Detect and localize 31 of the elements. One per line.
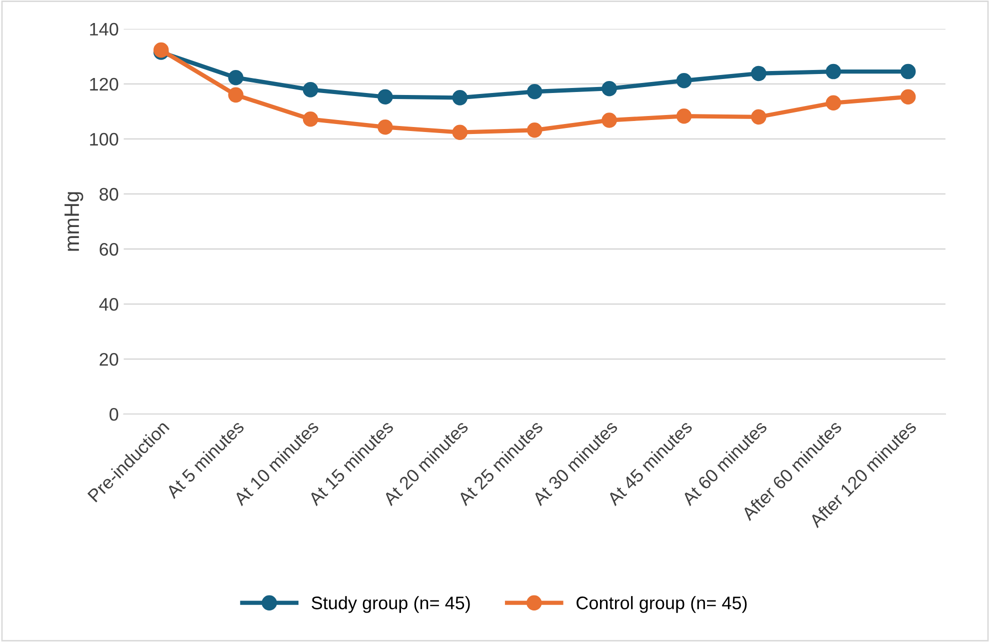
point — [751, 109, 766, 125]
point — [602, 112, 617, 128]
legend-label: Study group (n= 45) — [312, 596, 470, 613]
y-tick-label: 80 — [100, 188, 118, 201]
point — [378, 89, 393, 104]
point — [826, 64, 842, 80]
point — [676, 72, 692, 88]
point — [228, 70, 244, 86]
y-tick-label: 20 — [100, 352, 118, 366]
point — [900, 64, 916, 80]
point — [826, 95, 842, 111]
y-tick-label: 100 — [90, 132, 118, 146]
point — [900, 89, 916, 104]
point — [452, 90, 468, 106]
y-tick-label: 140 — [90, 22, 118, 36]
y-tick-label: 0 — [110, 408, 118, 421]
y-axis-title: mmHg — [64, 192, 84, 251]
point — [751, 66, 766, 82]
point — [676, 108, 692, 124]
point — [228, 87, 244, 103]
legend-label: Control group (n= 45) — [576, 596, 747, 613]
point — [452, 124, 468, 140]
point — [526, 122, 542, 138]
point — [302, 111, 318, 127]
y-tick-label: 40 — [99, 298, 118, 311]
point — [378, 119, 393, 135]
point — [526, 84, 542, 100]
point — [302, 82, 318, 98]
y-tick-label: 60 — [100, 242, 118, 256]
point — [602, 80, 617, 96]
y-tick-label: 120 — [90, 78, 118, 91]
